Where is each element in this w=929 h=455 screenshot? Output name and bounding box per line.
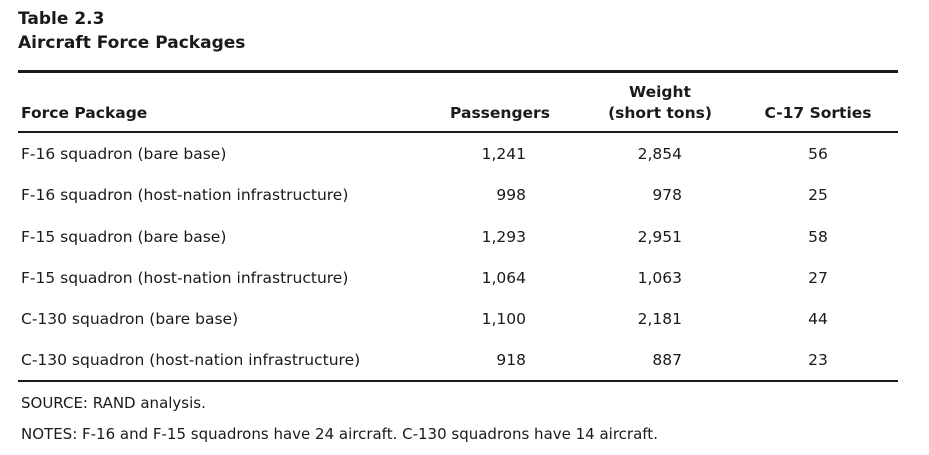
passengers-cell: 1,100 <box>481 310 526 329</box>
sorties-cell: 23 <box>808 351 828 370</box>
sorties-cell: 56 <box>808 145 828 163</box>
bottom-rule <box>18 380 898 382</box>
table-title: Aircraft Force Packages <box>18 33 246 53</box>
table-row: F-16 squadron (host-nation infrastructur… <box>0 175 929 216</box>
weight-cell: 887 <box>652 351 682 370</box>
force-package-cell: C-130 squadron (host-nation infrastructu… <box>21 351 361 370</box>
source-note: SOURCE: RAND analysis. <box>21 394 206 412</box>
weight-cell: 2,181 <box>637 310 682 329</box>
sorties-cell: 25 <box>808 186 828 205</box>
force-package-cell: F-16 squadron (host-nation infrastructur… <box>21 186 349 205</box>
header-force-package: Force Package <box>21 104 148 122</box>
header-c17-sorties: C-17 Sorties <box>764 104 872 122</box>
passengers-cell: 998 <box>496 186 526 205</box>
weight-cell: 1,063 <box>637 268 682 287</box>
header-passengers: Passengers <box>450 104 550 122</box>
table-row: F-15 squadron (bare base) 1,293 2,951 58 <box>0 217 929 258</box>
passengers-cell: 1,241 <box>481 145 526 163</box>
table-row: F-16 squadron (bare base) 1,241 2,854 56 <box>0 134 929 175</box>
sorties-cell: 58 <box>808 227 828 246</box>
table-row: C-130 squadron (bare base) 1,100 2,181 4… <box>0 299 929 340</box>
sorties-cell: 27 <box>808 268 828 287</box>
table-body: F-16 squadron (bare base) 1,241 2,854 56… <box>0 134 929 382</box>
weight-cell: 2,951 <box>637 227 682 246</box>
header-rule <box>18 131 898 133</box>
force-package-cell: F-15 squadron (host-nation infrastructur… <box>21 268 349 287</box>
passengers-cell: 918 <box>496 351 526 370</box>
force-package-cell: F-16 squadron (bare base) <box>21 145 227 163</box>
table-row: C-130 squadron (host-nation infrastructu… <box>0 340 929 381</box>
passengers-cell: 1,293 <box>481 227 526 246</box>
header-weight-line1: Weight <box>629 83 691 101</box>
weight-cell: 2,854 <box>637 145 682 163</box>
passengers-cell: 1,064 <box>481 268 526 287</box>
weight-cell: 978 <box>652 186 682 205</box>
table-row: F-15 squadron (host-nation infrastructur… <box>0 258 929 299</box>
table-caption: Table 2.3 Aircraft Force Packages <box>18 7 245 55</box>
table-number: Table 2.3 <box>18 9 105 29</box>
top-rule <box>18 70 898 73</box>
force-package-cell: C-130 squadron (bare base) <box>21 310 239 329</box>
sorties-cell: 44 <box>808 310 828 329</box>
header-weight-line2: (short tons) <box>608 104 712 122</box>
table-notes: NOTES: F-16 and F-15 squadrons have 24 a… <box>21 425 658 443</box>
header-weight: Weight (short tons) <box>590 82 730 124</box>
force-package-cell: F-15 squadron (bare base) <box>21 227 227 246</box>
